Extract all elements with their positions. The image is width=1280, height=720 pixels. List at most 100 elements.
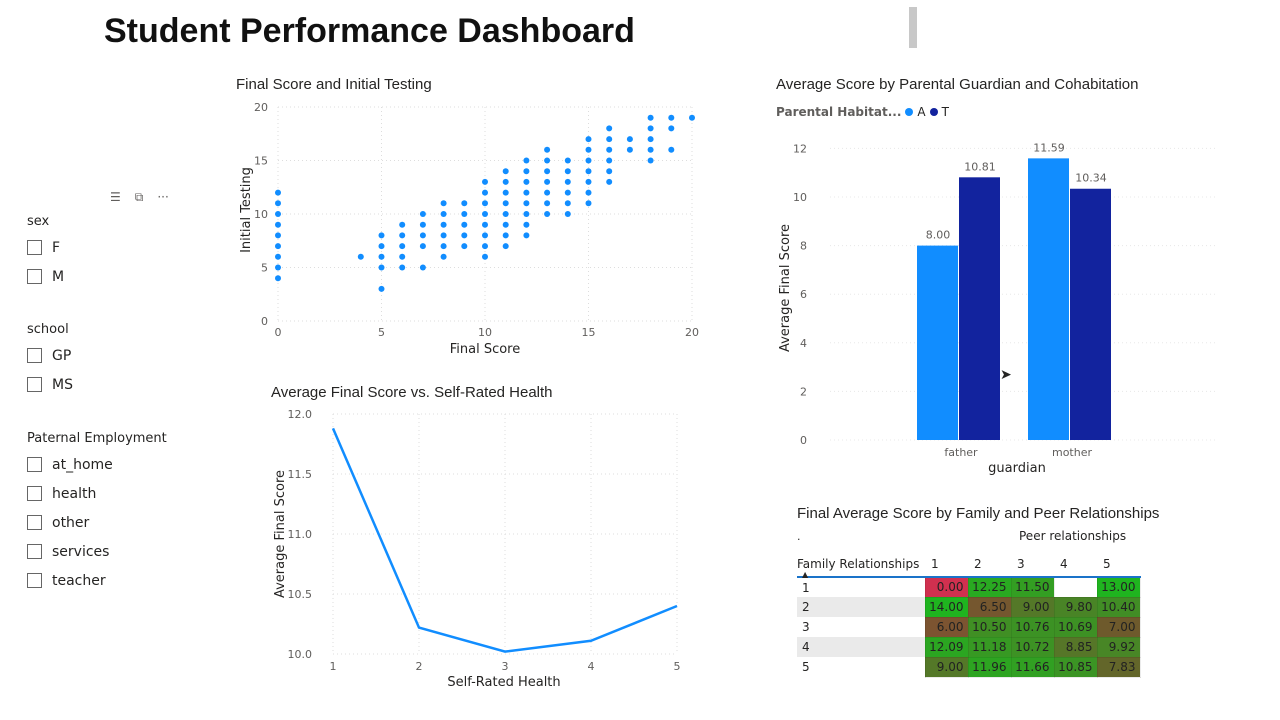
slicer-option-at-home[interactable]: at_home [27, 450, 217, 479]
checkbox[interactable] [27, 348, 42, 363]
scatter-point [544, 178, 551, 185]
focus-mode-icon[interactable]: ⧉ [134, 190, 144, 204]
checkbox[interactable] [27, 269, 42, 284]
slicer-option-gp[interactable]: GP [27, 341, 197, 370]
bar-chart[interactable]: mother father 12 10 8 6 4 2 0 guardian Average F… [770, 130, 1230, 480]
matrix-cell: 6.00 [924, 616, 969, 638]
scatter-point [668, 146, 675, 153]
scatter-point [523, 211, 530, 217]
matrix-cell: 9.00 [1010, 596, 1055, 618]
column-header[interactable]: 4 [1054, 551, 1097, 578]
scatter-point [482, 189, 488, 196]
scatter-chart[interactable]: 20 15 10 5 0 20 15 10 5 0 Final Score Initial Tes… [230, 95, 710, 360]
scatter-point [482, 253, 488, 260]
y-tick: 2 [800, 385, 807, 398]
scatter-point [399, 232, 406, 239]
slicer-option-m[interactable]: M [27, 262, 197, 291]
scatter-point [647, 136, 654, 143]
matrix-cell: 9.80 [1053, 596, 1098, 618]
data-label: 11.59 [1033, 141, 1065, 154]
y-tick: 0 [800, 434, 807, 447]
page-title: Student Performance Dashboard [104, 12, 635, 50]
matrix-cell: 12.25 [967, 576, 1012, 598]
scatter-point [419, 221, 426, 228]
row-header[interactable]: Family Relationships ▲ [797, 551, 925, 579]
row-header-label: Family Relationships [797, 556, 920, 571]
legend-item-a[interactable]: A [917, 105, 926, 119]
checkbox[interactable] [27, 240, 42, 255]
scatter-point [647, 125, 654, 132]
line-chart[interactable]: 12.0 11.5 11.0 10.5 10.0 5 4 3 2 1 Self-Rated Hea… [265, 402, 695, 697]
scatter-point [378, 243, 385, 250]
scatter-point [502, 243, 509, 250]
legend-marker-a [905, 108, 914, 116]
checkbox[interactable] [27, 515, 42, 530]
scatter-point [357, 253, 364, 260]
scatter-point [275, 200, 281, 207]
matrix-table[interactable]: Family Relationships ▲ 1 2 3 4 5 1 0.00 12.25 11.5… [797, 551, 1141, 678]
slicer-option-ms[interactable]: MS [27, 370, 197, 399]
bar-t-father [959, 177, 1000, 440]
scatter-point [606, 146, 613, 153]
scatter-point [399, 253, 406, 260]
x-tick: 0 [275, 326, 282, 339]
y-tick: 12 [793, 142, 807, 155]
column-header[interactable]: 3 [1011, 551, 1054, 578]
scatter-point [523, 178, 530, 185]
x-tick: mother [1052, 446, 1092, 459]
scatter-point [378, 264, 385, 271]
slicer-option-other[interactable]: other [27, 508, 217, 537]
scatter-point [482, 243, 488, 250]
x-tick: 3 [502, 660, 509, 673]
scatter-point [647, 114, 654, 121]
matrix-cell: 9.92 [1096, 636, 1141, 658]
checkbox[interactable] [27, 544, 42, 559]
scatter-title: Final Score and Initial Testing [236, 76, 432, 93]
filter-icon[interactable]: ☰ [110, 190, 121, 204]
scatter-point [419, 243, 426, 250]
checkbox[interactable] [27, 573, 42, 588]
checkbox[interactable] [27, 486, 42, 501]
x-tick: 15 [582, 326, 596, 339]
slicer-option-services[interactable]: services [27, 537, 217, 566]
scatter-point [606, 136, 613, 143]
y-tick: 15 [254, 155, 268, 168]
matrix-subtitle: . [797, 530, 801, 543]
matrix-cell: 7.00 [1096, 616, 1141, 638]
slicer-paternal-employment: Paternal Employment at_home health other… [27, 431, 217, 595]
scatter-point [523, 189, 530, 196]
checkbox[interactable] [27, 457, 42, 472]
scatter-point [585, 189, 592, 196]
matrix-cell: 10.69 [1053, 616, 1098, 638]
slicer-school: school GP MS [27, 322, 197, 399]
legend-marker-t [929, 108, 938, 116]
x-tick: 20 [685, 326, 699, 339]
scatter-point [564, 189, 571, 196]
legend-item-t[interactable]: T [941, 105, 949, 119]
column-header[interactable]: 2 [968, 551, 1011, 578]
x-tick: 5 [378, 326, 385, 339]
scatter-point [544, 200, 551, 207]
column-header[interactable]: 1 [925, 551, 968, 578]
y-tick: 4 [800, 337, 807, 350]
y-tick: 11.0 [288, 528, 313, 541]
scatter-point [440, 253, 447, 260]
scatter-point [502, 189, 509, 196]
column-header[interactable]: 5 [1097, 551, 1140, 578]
checkbox[interactable] [27, 377, 42, 392]
scrollbar[interactable] [909, 7, 917, 48]
scatter-point [440, 243, 447, 250]
slicer-option-teacher[interactable]: teacher [27, 566, 217, 595]
y-tick: 0 [261, 315, 268, 328]
slicer-option-health[interactable]: health [27, 479, 217, 508]
slicer-option-f[interactable]: F [27, 233, 197, 262]
scatter-point [647, 146, 654, 153]
table-row: 5 9.00 11.96 11.66 10.85 7.83 [797, 656, 1141, 678]
scatter-point [544, 157, 551, 164]
more-options-icon[interactable]: ··· [157, 190, 169, 204]
sort-ascending-icon[interactable]: ▲ [802, 570, 809, 579]
legend: Parental Habitat... A T [776, 105, 949, 119]
scatter-point [606, 168, 613, 175]
scatter-point [482, 221, 488, 228]
matrix-cell: 10.72 [1010, 636, 1055, 658]
